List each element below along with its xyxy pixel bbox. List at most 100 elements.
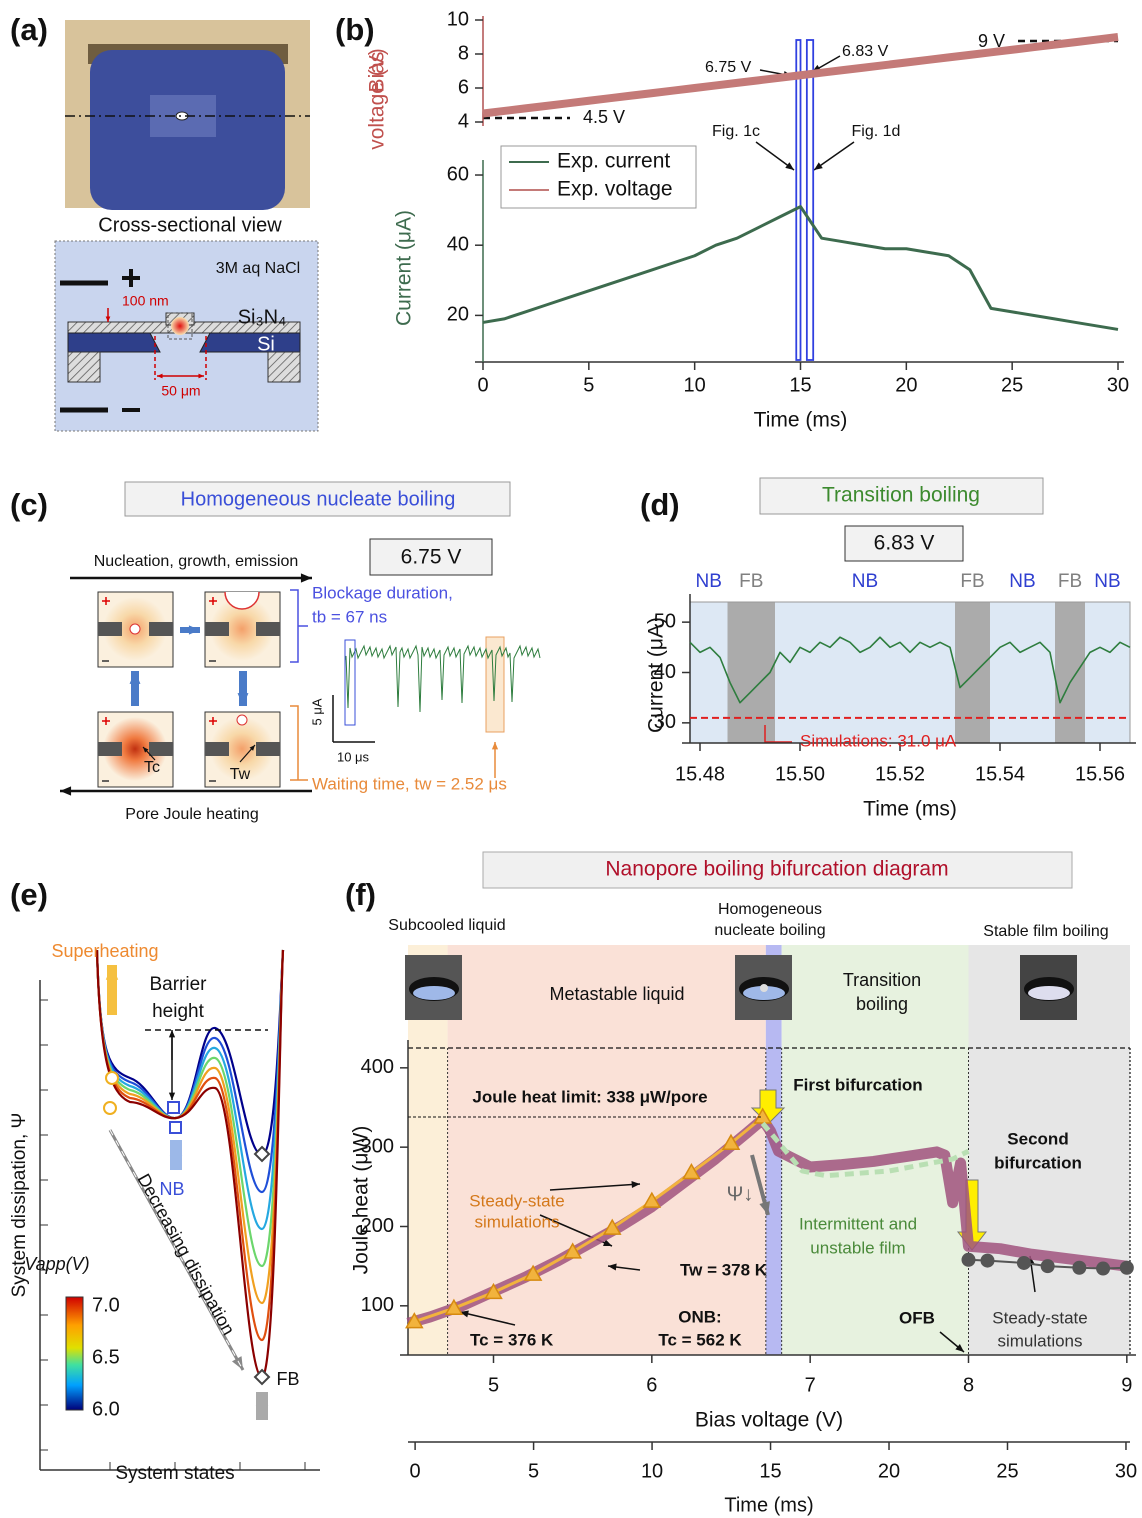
- label: Decreasing dissipation: [133, 1170, 238, 1338]
- label: FB: [276, 1369, 299, 1389]
- membrane: [256, 622, 280, 636]
- label: NB: [159, 1179, 184, 1199]
- annotation: simulations: [474, 1212, 559, 1231]
- window: [795, 39, 802, 361]
- trace-sketch: [344, 644, 541, 713]
- annotation: 6.75 V: [705, 59, 752, 76]
- window: [805, 39, 815, 361]
- marker: [961, 1252, 976, 1267]
- label: 6.75 V: [401, 546, 462, 569]
- heat-zone: [210, 717, 274, 781]
- label: System states: [115, 1463, 234, 1484]
- x-tick-label: 6: [646, 1374, 657, 1396]
- arrow-head: [231, 1356, 243, 1370]
- marker: [1096, 1261, 1111, 1276]
- dash: [109, 1129, 244, 1371]
- x-tick-label: 0: [477, 374, 488, 396]
- annotation: Second: [1007, 1129, 1068, 1148]
- label: Pore Joule heating: [125, 806, 258, 823]
- annotation: Tw = 378 K: [680, 1260, 768, 1279]
- x-tick-label: 5: [488, 1374, 499, 1396]
- region: [955, 602, 990, 743]
- x2-tick-label: 30: [1115, 1460, 1137, 1482]
- y-tick-label: 40: [447, 233, 469, 255]
- marker: [602, 1218, 622, 1235]
- arrow-head: [759, 1201, 770, 1215]
- region-label: Transition: [843, 970, 921, 990]
- x-tick-label: 15: [789, 374, 811, 396]
- membrane: [98, 742, 122, 756]
- label: 5 μA: [309, 698, 324, 725]
- annotation: Steady-state: [992, 1308, 1087, 1327]
- y-tick-label: 200: [361, 1215, 394, 1237]
- bubble: [224, 591, 260, 610]
- bubble: [236, 714, 248, 726]
- membrane: [205, 742, 229, 756]
- label: Vapp(V): [24, 1254, 89, 1274]
- subtitle-box: [844, 525, 964, 562]
- arrow-head: [460, 1310, 469, 1318]
- annotation: Tc = 562 K: [658, 1330, 742, 1349]
- label: Barrier: [149, 974, 207, 995]
- y2-tick-label: 8: [458, 42, 469, 64]
- icon-liquid: [1028, 986, 1070, 1000]
- x-tick-label: 25: [1001, 374, 1023, 396]
- arrow-head: [249, 745, 255, 751]
- panel-label: (b): [335, 12, 375, 47]
- region-label: Metastable liquid: [549, 984, 684, 1004]
- label: 10 μs: [337, 749, 370, 764]
- icon-liquid: [743, 986, 785, 1000]
- legend-label: Exp. current: [557, 150, 670, 173]
- x2-tick-label: 0: [410, 1460, 421, 1482]
- region-label: FB: [960, 571, 984, 592]
- arrow-line: [549, 1183, 641, 1191]
- series-line: [482, 33, 1119, 118]
- state: [167, 1101, 180, 1114]
- x2-tick-label: 5: [528, 1460, 539, 1482]
- label: 6.0: [92, 1398, 120, 1420]
- membrane: [256, 742, 280, 756]
- icon-liquid: [413, 986, 455, 1000]
- annotation: Fig. 1c: [712, 123, 760, 140]
- label: Si: [257, 333, 275, 355]
- y2-tick-label: 6: [458, 76, 469, 98]
- label: 3M aq NaCl: [216, 260, 300, 277]
- annotation: ONB:: [678, 1307, 721, 1326]
- arrow-head: [255, 1405, 269, 1420]
- y-tick-label: 400: [361, 1056, 394, 1078]
- x-axis-label: Time (ms): [863, 798, 957, 821]
- series-line: [689, 636, 1131, 704]
- marker: [563, 1242, 582, 1259]
- annotation: Fig. 1d: [852, 123, 901, 140]
- arrow-head: [237, 693, 249, 706]
- arrow-head: [300, 573, 312, 583]
- state: [105, 1071, 119, 1085]
- x-tick-label: 20: [895, 374, 917, 396]
- region: [727, 602, 775, 743]
- marker: [721, 1133, 741, 1150]
- y-axis-label: Current (μA): [645, 617, 668, 733]
- x2-tick-label: 10: [641, 1460, 663, 1482]
- x2-tick-label: 25: [996, 1460, 1018, 1482]
- marker: [980, 1253, 995, 1268]
- y2-axis-label: voltage (V): [366, 48, 389, 150]
- marker: [484, 1282, 503, 1300]
- chart-title: Transition boiling: [822, 484, 980, 507]
- region-label: NB: [1094, 571, 1120, 592]
- x-tick-label: 10: [684, 374, 706, 396]
- colorbar: [65, 1296, 84, 1411]
- label: Tc: [144, 759, 160, 776]
- membrane: [98, 622, 122, 636]
- y-tick-label: 100: [361, 1294, 394, 1316]
- si-layer: [199, 332, 301, 353]
- label: height: [152, 1001, 204, 1022]
- annotation: First bifurcation: [793, 1075, 922, 1094]
- y-tick-label: 50: [654, 610, 676, 632]
- bracket: [290, 705, 308, 781]
- y-tick-label: 30: [654, 711, 676, 733]
- annotation: OFB: [899, 1308, 935, 1327]
- legend-label: Exp. voltage: [557, 178, 673, 201]
- title-box: [482, 851, 1073, 889]
- region-label: boiling: [856, 994, 908, 1014]
